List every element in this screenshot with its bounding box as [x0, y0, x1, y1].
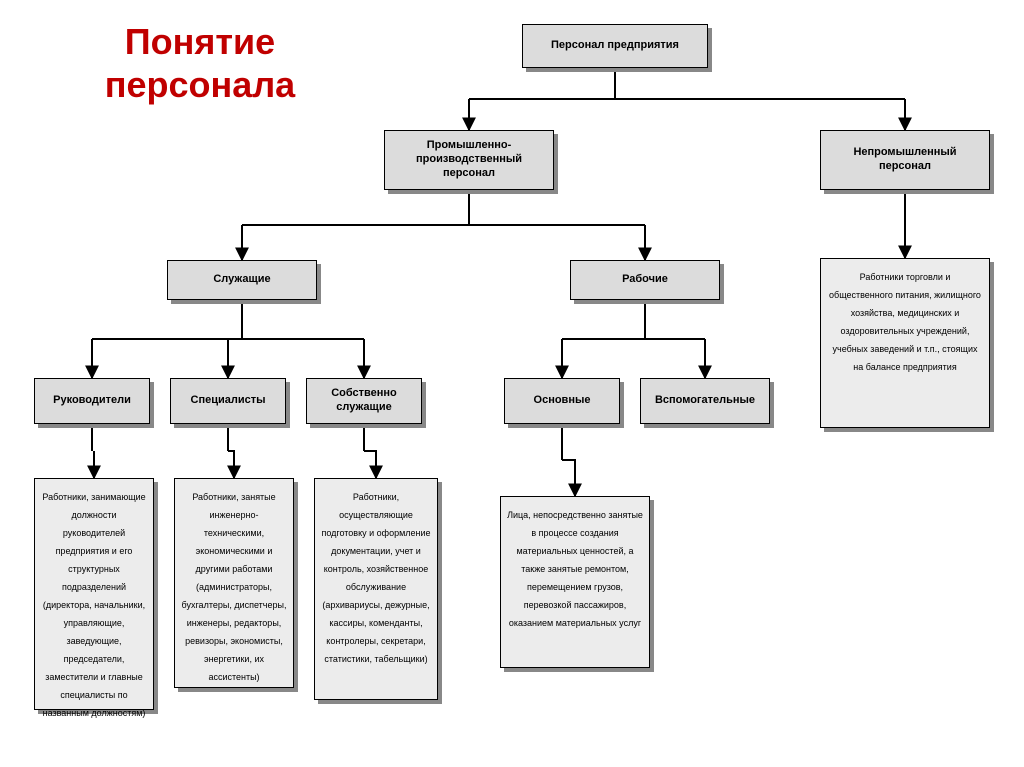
desc-nonind: Работники торговли и общественного питан…: [820, 258, 990, 428]
node-nonind-label: Непромышленныйперсонал: [853, 146, 956, 174]
title-line2: персонала: [105, 64, 295, 105]
node-specialists-label: Специалисты: [191, 394, 266, 408]
desc-nonind-text: Работники торговли и общественного питан…: [829, 272, 981, 372]
desc-managers-text: Работники, занимающие должности руководи…: [42, 492, 145, 718]
desc-main: Лица, непосредственно занятые в процессе…: [500, 496, 650, 668]
node-managers-label: Руководители: [53, 394, 131, 408]
node-workers-label: Рабочие: [622, 273, 668, 287]
node-nonind: Непромышленныйперсонал: [820, 130, 990, 190]
node-employees-label: Служащие: [213, 273, 270, 287]
desc-specialists-text: Работники, занятые инженерно-техническим…: [182, 492, 287, 682]
title-line1: Понятие: [125, 21, 275, 62]
node-aux-label: Вспомогательные: [655, 394, 755, 408]
node-managers: Руководители: [34, 378, 150, 424]
node-aux: Вспомогательные: [640, 378, 770, 424]
node-root: Персонал предприятия: [522, 24, 708, 68]
node-specialists: Специалисты: [170, 378, 286, 424]
desc-clerks: Работники, осуществляющие подготовку и о…: [314, 478, 438, 700]
node-employees: Служащие: [167, 260, 317, 300]
desc-specialists: Работники, занятые инженерно-техническим…: [174, 478, 294, 688]
desc-clerks-text: Работники, осуществляющие подготовку и о…: [321, 492, 430, 664]
node-workers: Рабочие: [570, 260, 720, 300]
node-main-label: Основные: [534, 394, 591, 408]
node-industrial: Промышленно-производственныйперсонал: [384, 130, 554, 190]
node-clerks: Собственнослужащие: [306, 378, 422, 424]
page-title: Понятие персонала: [60, 20, 340, 106]
node-clerks-label: Собственнослужащие: [331, 387, 397, 415]
node-root-label: Персонал предприятия: [551, 39, 679, 53]
desc-managers: Работники, занимающие должности руководи…: [34, 478, 154, 710]
node-industrial-label: Промышленно-производственныйперсонал: [416, 139, 522, 180]
desc-main-text: Лица, непосредственно занятые в процессе…: [507, 510, 643, 628]
node-main: Основные: [504, 378, 620, 424]
